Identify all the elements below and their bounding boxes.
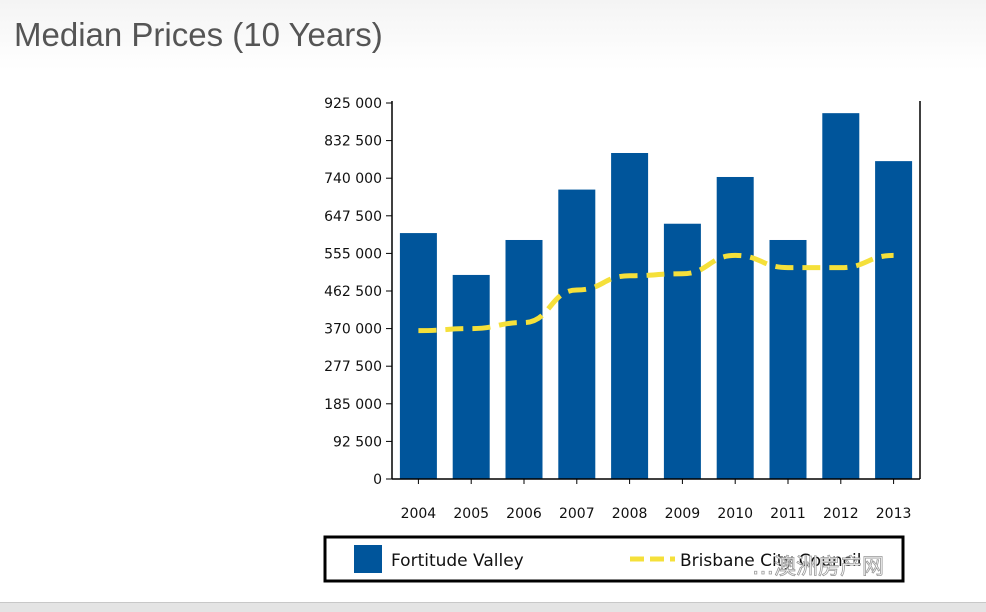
x-tick-label: 2005 (453, 506, 489, 522)
bar-2010 (716, 176, 754, 480)
x-tick-label: 2009 (665, 506, 701, 522)
x-tick-label: 2013 (876, 506, 912, 522)
y-tick-label: 92 500 (333, 434, 382, 450)
y-tick-label: 832 500 (324, 134, 382, 150)
bar-2004 (399, 233, 437, 479)
bar-series (399, 113, 913, 480)
legend-bar-label: Fortitude Valley (391, 551, 524, 571)
legend-line-label: Brisbane City Council (680, 551, 861, 571)
legend: Fortitude Valley Brisbane City Council (323, 535, 905, 583)
brisbane-council-line (418, 252, 894, 334)
y-tick-label: 185 000 (324, 397, 382, 413)
x-tick-label: 2004 (401, 506, 437, 522)
x-tick-label: 2010 (717, 506, 753, 522)
y-tick-label: 462 500 (324, 284, 382, 300)
watermark-text: …澳洲房产网 (752, 555, 884, 580)
page-title: Median Prices (10 Years) (14, 16, 383, 53)
x-tick-label: 2006 (506, 506, 542, 522)
bar-2006 (505, 239, 543, 479)
y-tick-label: 0 (373, 472, 382, 488)
bar-2007 (558, 189, 596, 480)
x-tick-label: 2007 (559, 506, 595, 522)
bar-2008 (611, 152, 649, 479)
bar-2012 (822, 113, 860, 479)
y-tick-label: 555 000 (324, 246, 382, 262)
legend-box (323, 535, 905, 583)
y-tick-label: 740 000 (324, 171, 382, 187)
x-tick-label: 2008 (612, 506, 648, 522)
header-band (0, 0, 986, 70)
x-tick-label: 2012 (823, 506, 859, 522)
y-axis-ticks: 0 92 500 185 000 277 500 370 000 462 500 555 0… (324, 96, 392, 488)
bottom-rule (0, 602, 986, 612)
bar-2009 (663, 223, 701, 479)
x-tick-label: 2011 (770, 506, 806, 522)
y-tick-label: 647 500 (324, 209, 382, 225)
y-tick-label: 370 000 (324, 322, 382, 338)
y-tick-label: 277 500 (324, 359, 382, 375)
bar-2013 (875, 161, 913, 479)
y-tick-label: 925 000 (324, 96, 382, 112)
bar-2005 (452, 274, 490, 479)
bar-2011 (769, 239, 807, 479)
legend-bar-swatch (354, 545, 382, 573)
x-axis-ticks: 2004 2005 2006 2007 2008 2009 2010 2011 2012 2013 (401, 479, 912, 522)
